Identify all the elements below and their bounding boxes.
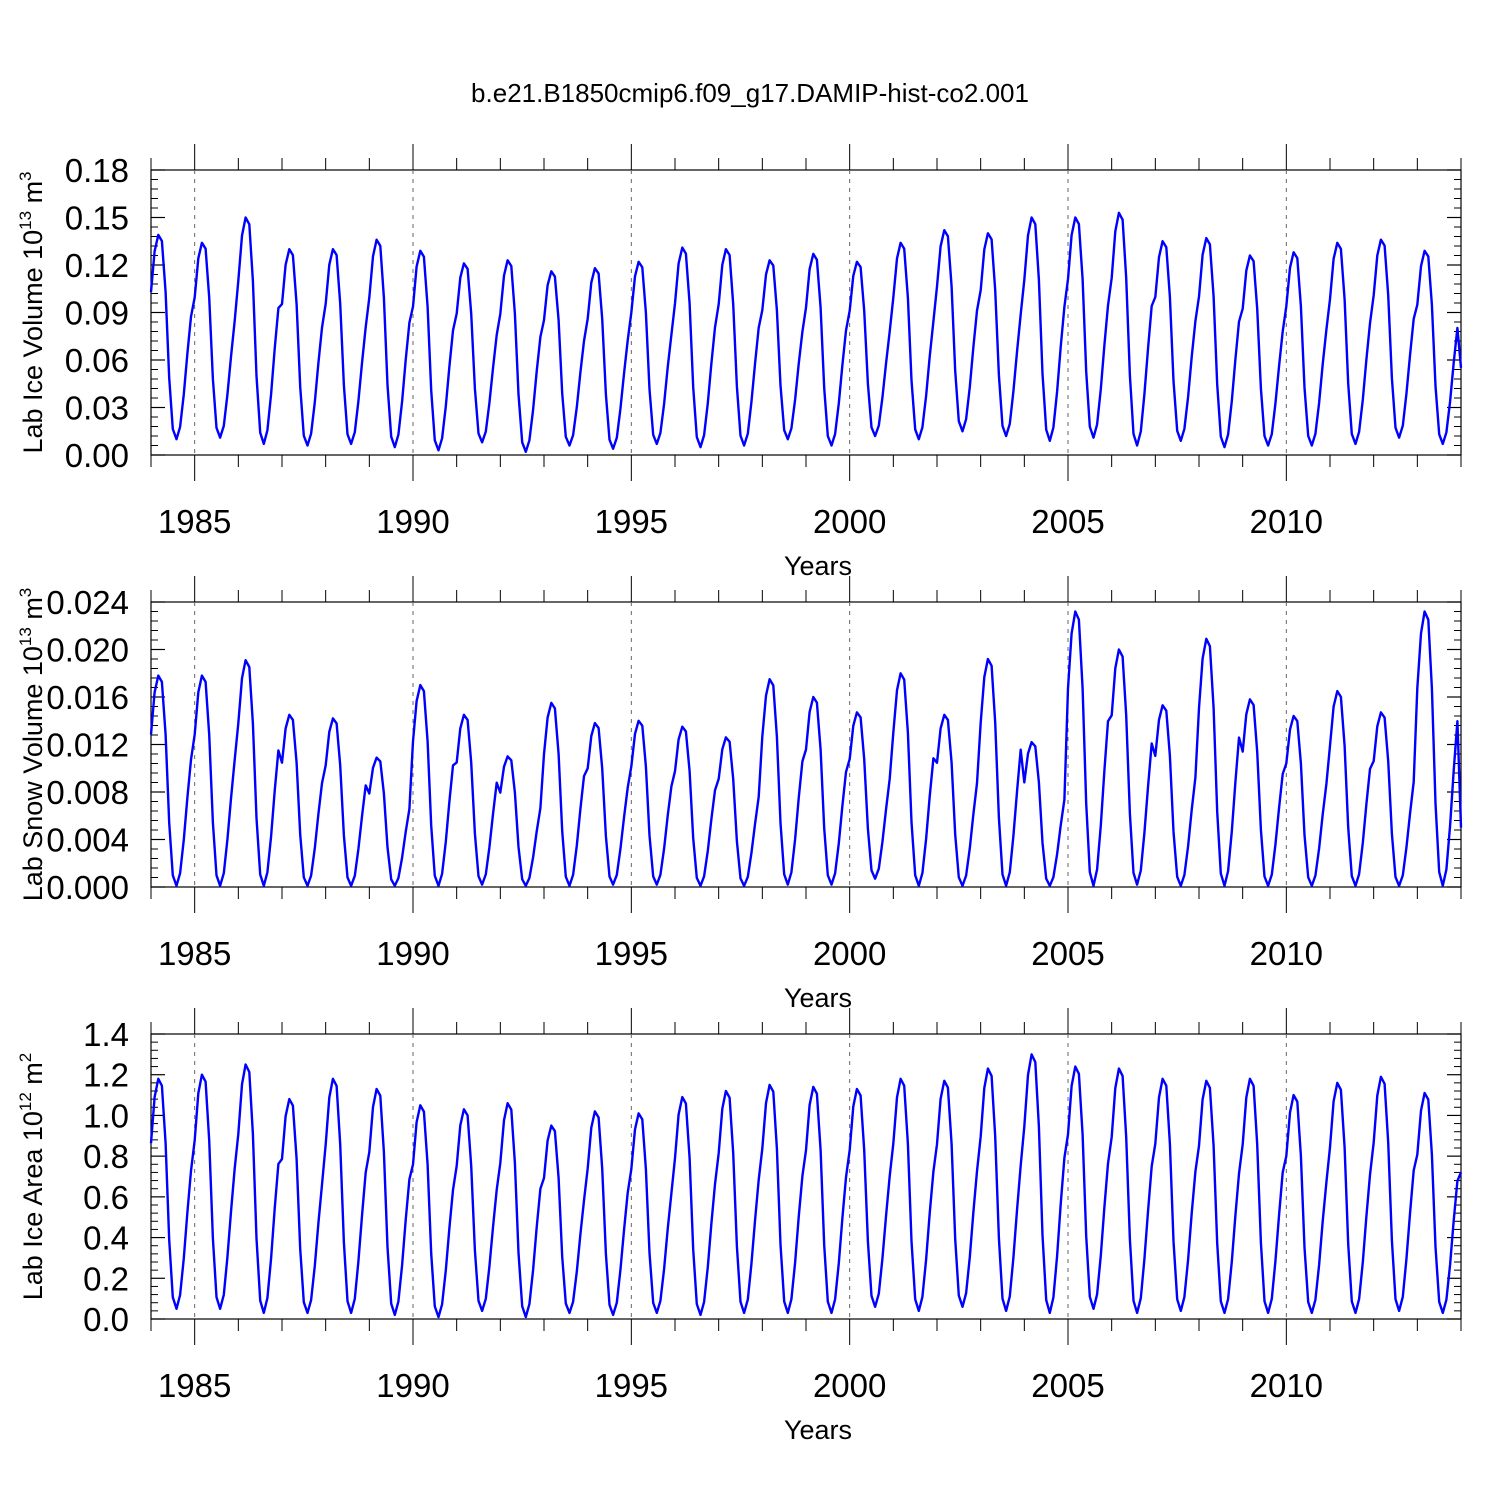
y-tick-label: 0.004: [46, 822, 129, 859]
panel-3: 0.0 0.20.4 0.6 0.8 1.01.2 1.4 1985 1990 1995 2000…: [16, 1008, 1463, 1445]
figure-title: b.e21.B1850cmip6.f09_g17.DAMIP-hist-co2.…: [471, 78, 1029, 108]
y-tick-label: 0.18: [65, 152, 129, 189]
y-tick-label: 0.4: [83, 1220, 129, 1257]
y-tick-label: 0.00: [65, 437, 129, 474]
y-tick-label: 0.03: [65, 390, 129, 427]
y-tick-label: 0.000: [46, 869, 129, 906]
x-tick-label: 2010: [1250, 503, 1323, 540]
x-tick-label: 1985: [158, 503, 231, 540]
y-tick-label: 0.12: [65, 247, 129, 284]
y-tick-label: 0.020: [46, 632, 129, 669]
x-tick-label: 2005: [1031, 935, 1104, 972]
y-tick-label: 0.15: [65, 200, 129, 237]
y-tick-label: 1.0: [83, 1097, 129, 1134]
y-tick-label: 0.09: [65, 295, 129, 332]
y-tick-label: 0.6: [83, 1179, 129, 1216]
series-line: [149, 1053, 1463, 1319]
y-tick-label: 1.4: [83, 1016, 129, 1053]
y-tick-label: 0.024: [46, 584, 129, 621]
x-tick-label: 1995: [595, 503, 668, 540]
x-tick-label: 2005: [1031, 503, 1104, 540]
y-tick-label: 0.2: [83, 1260, 129, 1297]
x-tick-label: 1995: [595, 1367, 668, 1404]
y-axis-label: Lab Ice Area 1012 m2: [16, 1053, 48, 1301]
x-tick-label: 2000: [813, 1367, 886, 1404]
panel-2: 0.000 0.004 0.008 0.012 0.016 0.020 0.024 1985 1…: [16, 576, 1463, 1013]
y-tick-label: 0.016: [46, 679, 129, 716]
x-tick-label: 2010: [1250, 1367, 1323, 1404]
y-tick-label: 0.06: [65, 342, 129, 379]
x-axis-label: Years: [784, 551, 852, 581]
x-tick-label: 1990: [376, 935, 449, 972]
y-tick-label: 0.008: [46, 774, 129, 811]
y-tick-label: 0.0: [83, 1301, 129, 1338]
x-tick-label: 1995: [595, 935, 668, 972]
x-axis-label: Years: [784, 1415, 852, 1445]
x-tick-label: 1985: [158, 935, 231, 972]
y-axis-label: Lab Ice Volume 1013 m3: [16, 171, 48, 453]
plot-frame: [150, 1033, 1462, 1320]
y-axis-label: Lab Snow Volume 1013 m3: [16, 588, 48, 902]
x-tick-label: 2000: [813, 503, 886, 540]
y-tick-label: 1.2: [83, 1057, 129, 1094]
x-tick-label: 2010: [1250, 935, 1323, 972]
x-tick-label: 1990: [376, 503, 449, 540]
y-tick-label: 0.8: [83, 1138, 129, 1175]
series-line: [149, 610, 1463, 887]
x-axis-label: Years: [784, 983, 852, 1013]
series-line: [149, 211, 1463, 453]
panel-1: 0.00 0.03 0.06 0.09 0.12 0.15 0.18 1985 1990 1995…: [16, 144, 1463, 581]
x-tick-label: 1990: [376, 1367, 449, 1404]
x-tick-label: 1985: [158, 1367, 231, 1404]
y-tick-label: 0.012: [46, 727, 129, 764]
x-tick-label: 2005: [1031, 1367, 1104, 1404]
x-tick-label: 2000: [813, 935, 886, 972]
